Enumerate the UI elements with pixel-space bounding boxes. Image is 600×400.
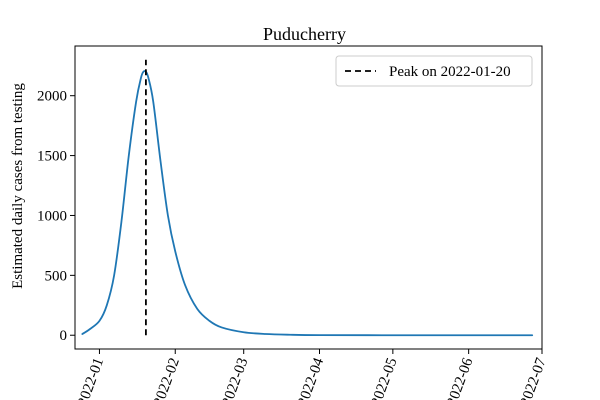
x-tick-label: 2022-03: [219, 356, 251, 400]
x-tick-label: 2022-06: [444, 355, 476, 400]
series-lines: [81, 70, 534, 337]
legend-box: [335, 55, 533, 87]
x-tick-label: 2022-02: [151, 356, 183, 400]
x-tick-label: 2022-05: [368, 356, 400, 400]
legend-label: Peak on 2022-01-20: [389, 64, 511, 80]
y-ticks: 0 500 1000 1500 2000: [37, 89, 75, 344]
x-tick-label: 2022-01: [75, 356, 107, 400]
y-axis-label: Estimated daily cases from testing: [10, 83, 26, 289]
x-tick-label: 2022-07: [518, 355, 550, 400]
legend: Peak on 2022-01-20: [335, 55, 533, 87]
y-tick-label: 2000: [37, 89, 67, 105]
chart-title: Puducherry: [263, 24, 346, 44]
series-line: [81, 70, 534, 337]
y-tick-label: 0: [60, 328, 68, 344]
y-tick-label: 500: [45, 268, 68, 284]
y-tick-label: 1000: [37, 208, 67, 224]
x-tick-label: 2022-04: [295, 355, 327, 400]
plot-frame: [74, 45, 543, 350]
x-ticks: 2022-01 2022-02 2022-03 2022-04 2022-05 2022-…: [75, 349, 550, 400]
y-tick-label: 1500: [37, 149, 67, 165]
